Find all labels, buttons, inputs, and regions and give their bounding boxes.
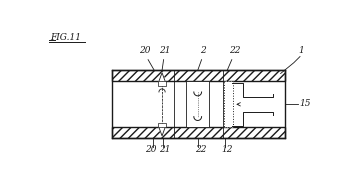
Bar bbox=[224, 81, 233, 127]
Text: 2: 2 bbox=[200, 46, 206, 56]
Polygon shape bbox=[159, 73, 165, 81]
Text: 15: 15 bbox=[299, 99, 311, 108]
Text: 20: 20 bbox=[145, 145, 156, 154]
Text: 21: 21 bbox=[159, 46, 170, 56]
Text: 21: 21 bbox=[159, 145, 170, 154]
Text: 22: 22 bbox=[195, 145, 206, 154]
Text: FIG.11: FIG.11 bbox=[51, 33, 81, 42]
Text: 20: 20 bbox=[139, 46, 150, 56]
Text: 12: 12 bbox=[221, 145, 233, 154]
Text: 22: 22 bbox=[229, 46, 240, 56]
Polygon shape bbox=[158, 123, 166, 127]
Text: 1: 1 bbox=[298, 46, 304, 56]
Polygon shape bbox=[158, 81, 166, 86]
Polygon shape bbox=[159, 127, 165, 136]
Bar bbox=[113, 127, 285, 138]
Bar bbox=[186, 81, 209, 127]
Bar bbox=[113, 70, 285, 81]
